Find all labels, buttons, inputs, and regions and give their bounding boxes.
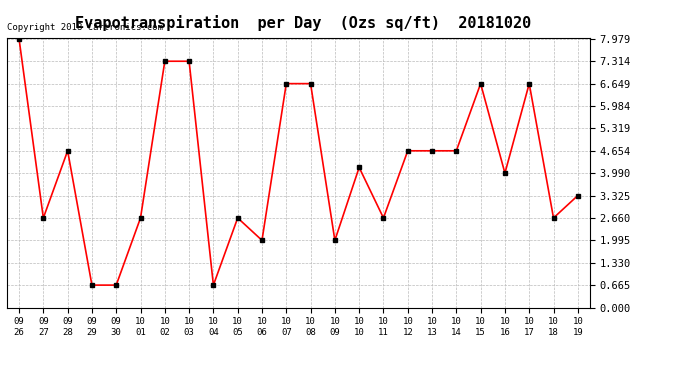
Text: Copyright 2018 Cartronics.com: Copyright 2018 Cartronics.com bbox=[7, 23, 163, 32]
Text: Evapotranspiration  per Day  (Ozs sq/ft)  20181020: Evapotranspiration per Day (Ozs sq/ft) 2… bbox=[75, 15, 532, 31]
Text: ET  (0z/sq  ft): ET (0z/sq ft) bbox=[593, 22, 673, 32]
